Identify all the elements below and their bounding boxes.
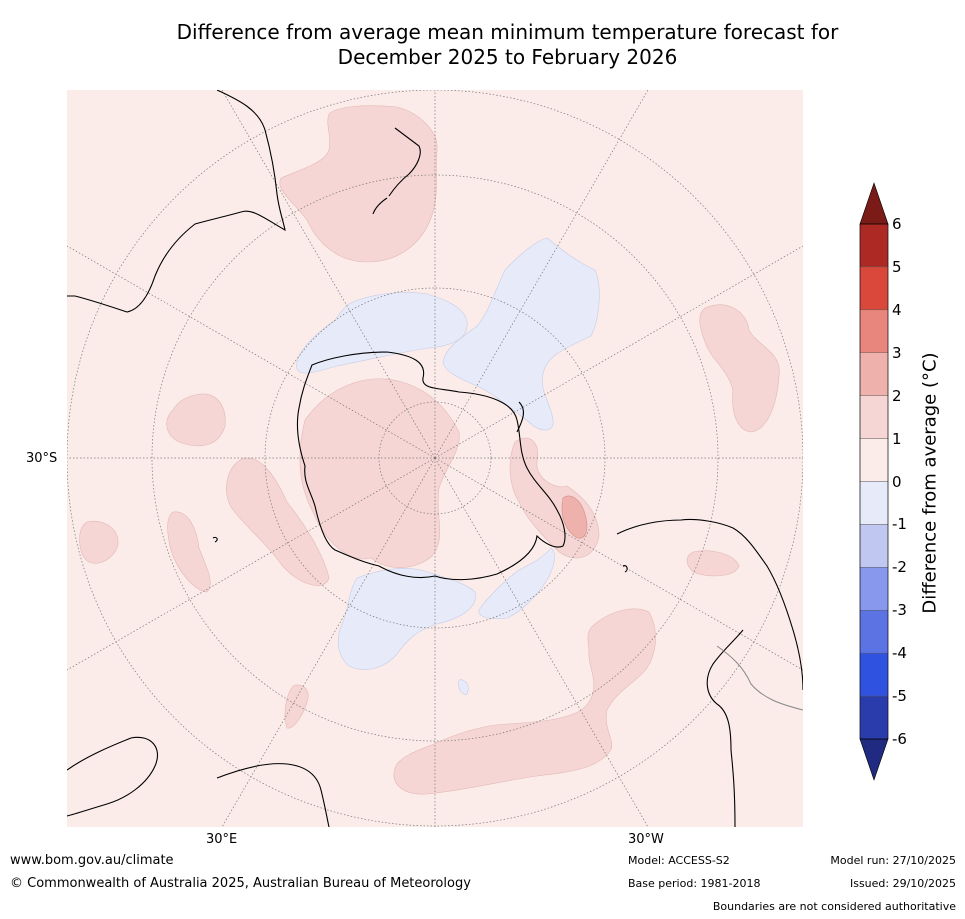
colorbar-tick-label: 0 xyxy=(892,472,902,491)
coastline-south-america xyxy=(616,518,803,827)
footer-copyright: © Commonwealth of Australia 2025, Austra… xyxy=(10,876,471,891)
anomaly-region-pacific-small xyxy=(284,684,309,729)
border-south-america xyxy=(716,645,803,711)
colorbar-band xyxy=(859,524,889,568)
colorbar-tick-label: -6 xyxy=(892,730,907,748)
meridian-30w xyxy=(434,457,649,827)
colorbar-tick-label: 2 xyxy=(892,386,902,405)
footer-model: Model: ACCESS-S2 xyxy=(628,854,730,867)
borders xyxy=(716,645,803,711)
graticule xyxy=(67,90,803,827)
anomaly-region-drake-passage xyxy=(478,547,555,620)
colorbar-band xyxy=(859,309,889,353)
title-line-2: December 2025 to February 2026 xyxy=(337,45,678,69)
meridian-30e xyxy=(221,457,436,827)
colorbar-band xyxy=(859,352,889,396)
anomaly-region-small-negative xyxy=(458,679,469,695)
latitude-label-30s: 30°S xyxy=(26,451,58,466)
coastline-africa xyxy=(67,736,158,817)
colorbar-tick-label: 4 xyxy=(892,300,902,319)
colorbar-frame xyxy=(859,223,889,740)
polar-map xyxy=(67,90,803,827)
anomaly-region-indian-3 xyxy=(79,520,119,564)
coastline-antarctic-islands xyxy=(212,536,628,573)
coastline-antarctica xyxy=(296,351,566,581)
coastline-australia xyxy=(67,90,286,313)
meridian-150e xyxy=(221,90,436,459)
colorbar-band xyxy=(859,223,889,268)
anomaly-region-south-atlantic-1 xyxy=(699,304,780,433)
footer-base-period: Base period: 1981-2018 xyxy=(628,877,761,890)
footer-url[interactable]: www.bom.gov.au/climate xyxy=(10,853,174,868)
anomaly-region-weddell-sea xyxy=(561,495,588,539)
colorbar xyxy=(859,182,889,781)
footer-issued: Issued: 29/10/2025 xyxy=(849,877,956,890)
colorbar-band xyxy=(859,695,889,740)
title-line-1: Difference from average mean minimum tem… xyxy=(176,20,839,44)
colorbar-tick-label: -5 xyxy=(892,687,907,706)
anomaly-region-indian-4 xyxy=(167,511,211,593)
colorbar-band xyxy=(859,481,889,525)
colorbar-tick-label: -2 xyxy=(892,558,907,577)
anomaly-region-south-pacific xyxy=(442,237,600,431)
anomaly-region-indian-1 xyxy=(166,393,226,447)
coastline-new-zealand-north xyxy=(388,127,421,197)
colorbar-label-text: Difference from average (°C) xyxy=(919,352,941,614)
colorbar-band xyxy=(859,266,889,311)
anomaly-region-indian-2 xyxy=(226,457,330,586)
colorbar-band xyxy=(859,652,889,697)
anomaly-region-south-atlantic-2 xyxy=(686,550,740,577)
colorbar-over-triangle xyxy=(859,182,889,225)
graticule-circle-50s xyxy=(264,287,606,629)
graticule-circle-40s xyxy=(151,174,719,742)
coastline-new-zealand-south xyxy=(372,197,388,215)
colorbar-band xyxy=(859,567,889,611)
colorbar-tick-label: -1 xyxy=(892,515,907,534)
colorbar-tick-label: 1 xyxy=(892,429,902,448)
colorbar-tick-label: 3 xyxy=(892,343,902,362)
colorbar-tick-label: -4 xyxy=(892,644,907,663)
colorbar-band xyxy=(859,438,889,482)
meridian-60e xyxy=(67,457,436,671)
anomaly-region-tasman xyxy=(279,105,438,263)
colorbar-tick-label: -3 xyxy=(892,601,907,620)
colorbar-band xyxy=(859,610,889,654)
anomaly-region-southeast-pacific xyxy=(393,608,656,795)
longitude-label-30e: 30°E xyxy=(206,832,238,847)
longitude-label-30w: 30°W xyxy=(628,832,664,847)
map-title: Difference from average mean minimum tem… xyxy=(100,20,915,70)
colorbar-band xyxy=(859,395,889,439)
anomaly-region-ross-sea xyxy=(296,292,468,374)
anomaly-region-south-of-africa xyxy=(337,568,476,670)
colorbar-under-triangle xyxy=(859,738,889,781)
anomaly-region-antarctica xyxy=(299,378,460,569)
meridian-120w xyxy=(434,245,803,459)
meridian-150w xyxy=(434,90,649,459)
meridian-60w xyxy=(434,457,803,671)
coastlines xyxy=(67,90,803,827)
colorbar-tick-label: 5 xyxy=(892,257,902,276)
coastline-antarctic-peninsula xyxy=(516,401,525,433)
colorbar-tick-label: 6 xyxy=(892,215,902,233)
coastline-madagascar-area xyxy=(216,763,330,827)
footer-model-run: Model run: 27/10/2025 xyxy=(830,854,956,867)
footer-disclaimer: Boundaries are not considered authoritat… xyxy=(712,900,956,913)
meridian-120e xyxy=(67,245,436,459)
